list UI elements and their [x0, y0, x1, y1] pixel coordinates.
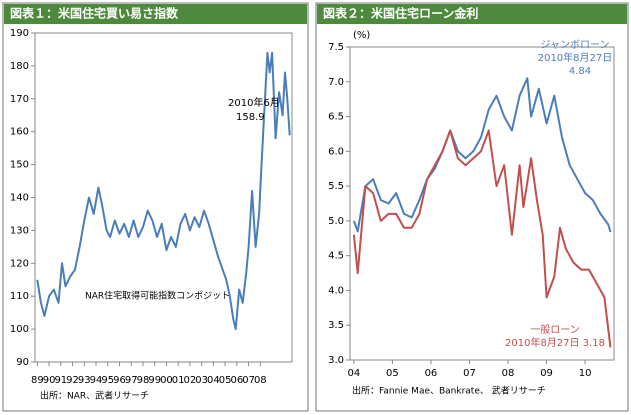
x-tick-label: 02	[184, 375, 197, 386]
x-tick-label: 09	[540, 368, 553, 379]
x-tick-label: 05	[386, 368, 399, 379]
y-tick-label: 100	[10, 324, 29, 335]
y-tick-label: 120	[10, 258, 29, 269]
y-tick-label: 150	[10, 160, 29, 171]
y-tick-label: 140	[10, 193, 29, 204]
data-line	[352, 77, 612, 233]
annotation: 4.84	[569, 66, 591, 77]
x-tick-label: 07	[463, 368, 476, 379]
source-note: 出所：NAR、武者リサーチ	[40, 390, 149, 402]
series-label: 一般ローン	[530, 323, 580, 336]
x-tick-label: 98	[137, 375, 150, 386]
x-tick-label: 06	[425, 368, 438, 379]
y-tick-label: 7.5	[328, 42, 344, 53]
panel-header	[317, 4, 627, 24]
y-tick-label: 180	[10, 61, 29, 72]
annotation: 2010年8月27日 3.18	[505, 336, 605, 349]
x-tick-label: 07	[242, 375, 255, 386]
y-tick-label: 6.0	[328, 146, 344, 157]
y-tick-label: 4.0	[328, 285, 344, 296]
data-line	[352, 129, 612, 348]
x-tick-label: 08	[254, 375, 267, 386]
y-tick-label: 3.5	[328, 320, 344, 331]
y-tick-label: 130	[10, 225, 29, 236]
source-note: 出所：Fannie Mae、Bankrate、 武者リサーチ	[352, 385, 546, 397]
panel	[315, 2, 629, 412]
chart-title: 図表１：米国住宅買い易さ指数	[10, 6, 179, 21]
x-tick-label: 06	[230, 375, 243, 386]
x-tick-label: 94	[90, 375, 103, 386]
x-tick-label: 08	[502, 368, 515, 379]
y-tick-label: 170	[10, 94, 29, 105]
y-tick-label: 160	[10, 127, 29, 138]
x-tick-label: 91	[54, 375, 67, 386]
x-tick-label: 04	[207, 375, 220, 386]
y-tick-label: 7.0	[328, 77, 344, 88]
x-tick-label: 04	[347, 368, 360, 379]
annotation: NAR住宅取得可能指数コンポジット	[85, 290, 230, 302]
y-tick-label: 90	[16, 357, 29, 368]
annotation: 2010年6月	[228, 96, 280, 109]
y-tick-label: 6.5	[328, 112, 344, 123]
series-label: ジャンボローン	[541, 39, 610, 51]
y-tick-label: 5.0	[328, 216, 344, 227]
panel-header	[4, 4, 307, 24]
y-tick-label: 190	[10, 28, 29, 39]
y-axis-label: (%)	[353, 30, 370, 41]
x-tick-label: 03	[195, 375, 208, 386]
x-tick-label: 00	[160, 375, 173, 386]
x-tick-label: 96	[113, 375, 126, 386]
x-tick-label: 99	[148, 375, 161, 386]
x-tick-label: 90	[43, 375, 56, 386]
x-tick-label: 01	[172, 375, 185, 386]
annotation: 158.9	[236, 112, 265, 123]
x-tick-label: 10	[579, 368, 592, 379]
x-tick-label: 93	[78, 375, 91, 386]
y-tick-label: 5.5	[328, 181, 344, 192]
annotation: 2010年8月27日	[538, 51, 613, 64]
x-tick-label: 05	[219, 375, 232, 386]
x-tick-label: 95	[101, 375, 114, 386]
y-tick-label: 4.5	[328, 251, 344, 262]
x-tick-label: 92	[66, 375, 79, 386]
panel	[2, 2, 309, 412]
chart-title: 図表２：米国住宅ローン金利	[323, 6, 478, 21]
y-tick-label: 3.0	[328, 355, 344, 366]
data-line	[36, 51, 291, 331]
x-tick-label: 97	[125, 375, 138, 386]
y-tick-label: 110	[10, 291, 29, 302]
x-tick-label: 89	[31, 375, 44, 386]
plot-area	[349, 46, 615, 361]
